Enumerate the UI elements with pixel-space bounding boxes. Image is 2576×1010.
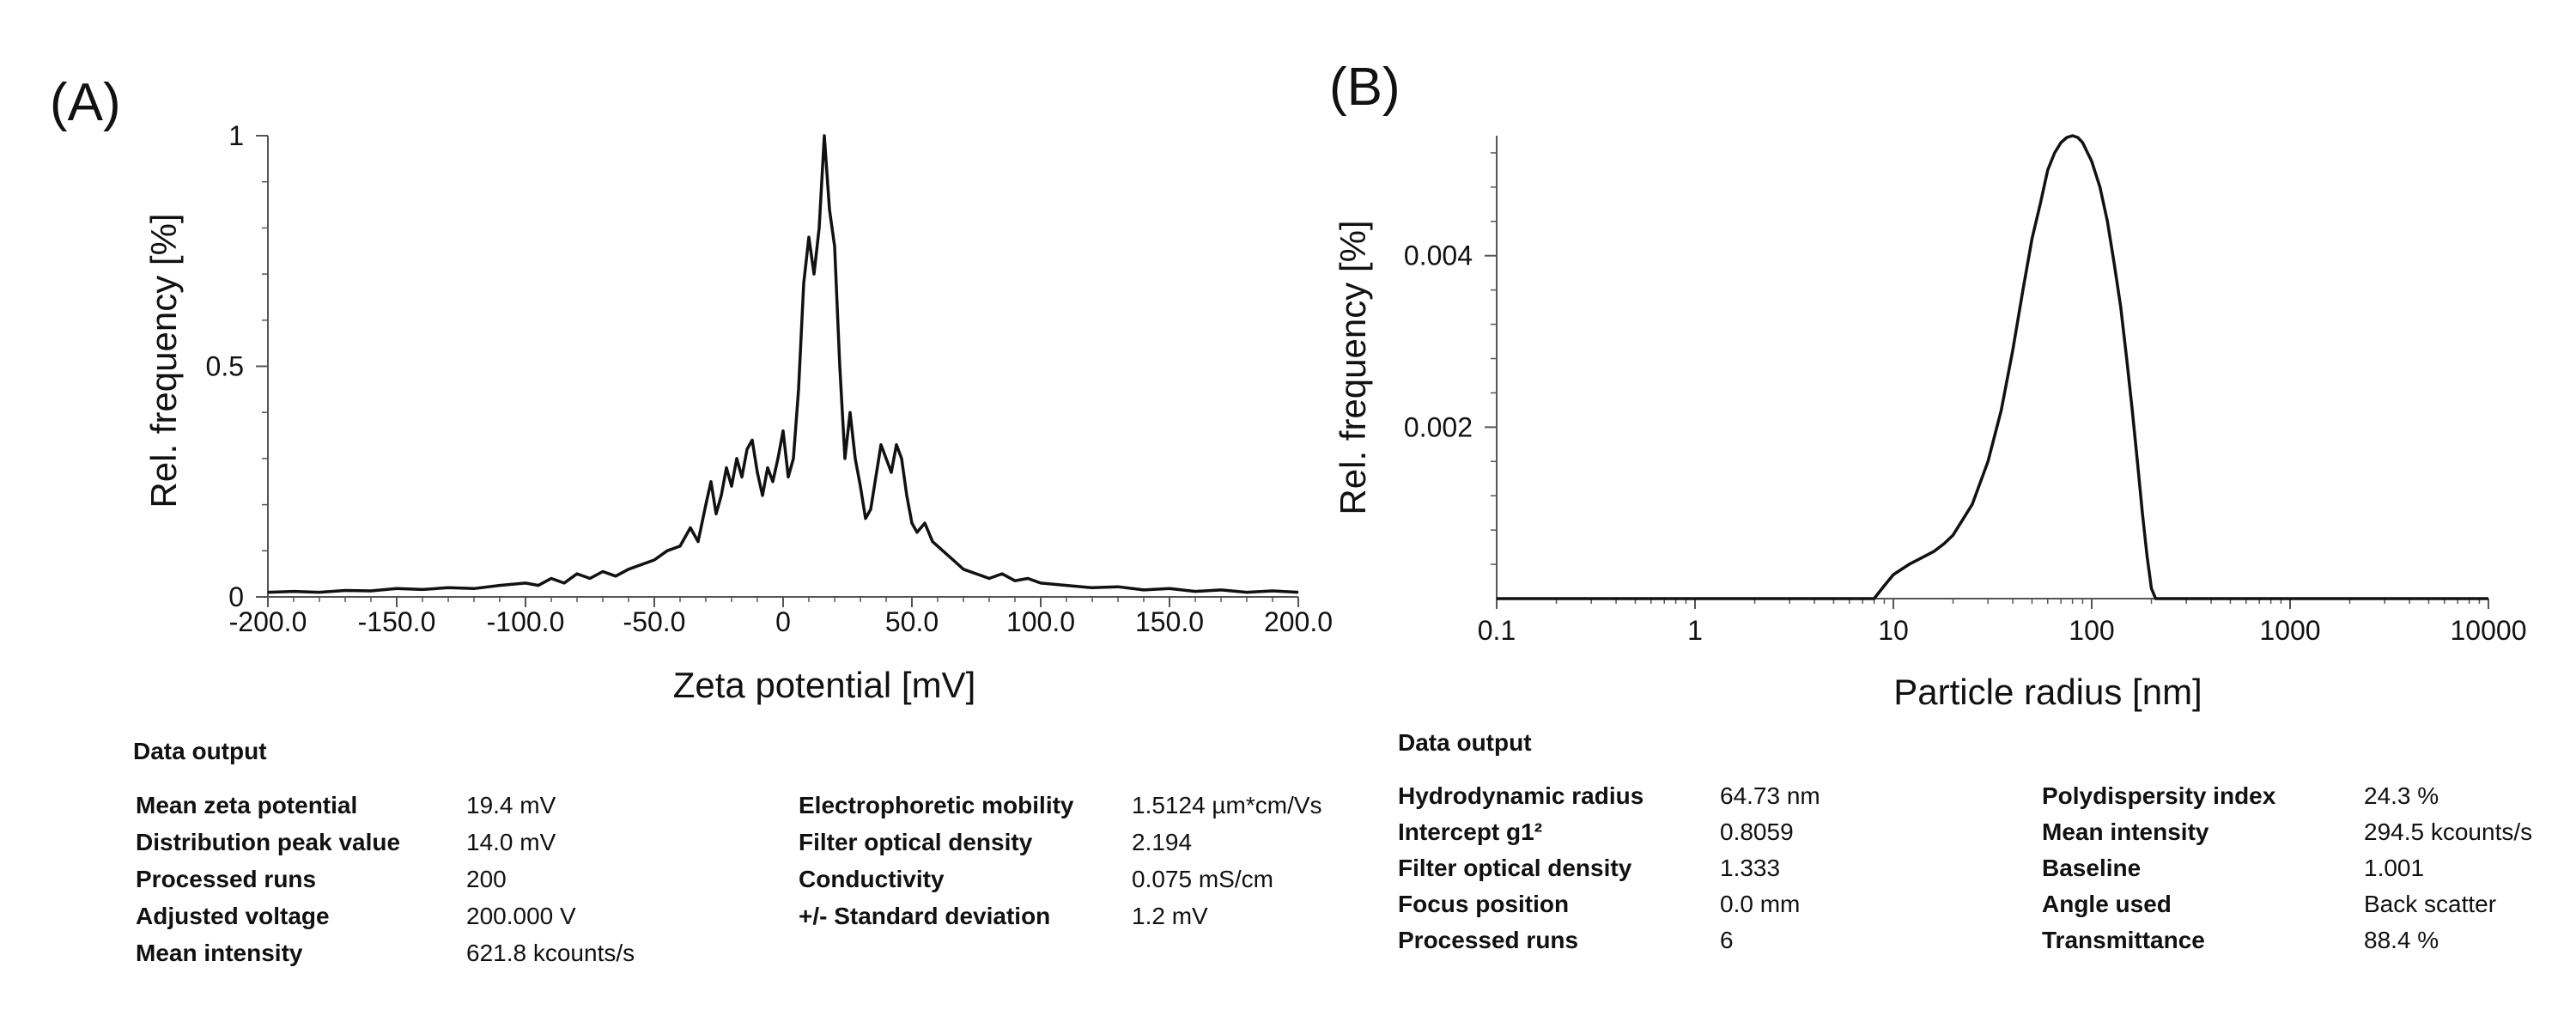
output-label: Mean intensity	[136, 940, 303, 966]
panel-a-x-tick-label: -100.0	[487, 606, 565, 637]
panel-b-x-tick-label: 1000	[2259, 615, 2320, 646]
panel-a-x-tick-label: 0	[775, 606, 791, 637]
panel-b-x-tick-label: 10	[1878, 615, 1909, 646]
output-value: 2.194	[1132, 829, 1192, 855]
output-label: Hydrodynamic radius	[1398, 782, 1643, 809]
output-value: 1.2 mV	[1132, 903, 1208, 929]
panel-a-y-tick-label: 0.5	[206, 351, 244, 382]
panel-a-x-tick-label: -50.0	[623, 606, 686, 637]
output-label: Angle used	[2042, 891, 2172, 917]
output-value: 0.075 mS/cm	[1132, 866, 1273, 892]
output-label: Adjusted voltage	[136, 903, 330, 929]
panel-b-y-axis-title: Rel. frequency [%]	[1333, 220, 1373, 514]
output-value: 0.8059	[1720, 818, 1794, 845]
output-value: 1.001	[2364, 855, 2424, 881]
panel-a-x-tick-label: 150.0	[1135, 606, 1204, 637]
output-label: +/- Standard deviation	[799, 903, 1050, 929]
panel-a-series-line	[267, 134, 1299, 594]
output-label: Baseline	[2042, 855, 2141, 881]
output-value: 14.0 mV	[466, 829, 556, 855]
output-value: Back scatter	[2364, 891, 2496, 917]
panel-b-x-tick-label: 1	[1687, 615, 1703, 646]
panel-a-output-heading: Data output	[133, 738, 267, 764]
panel-a-output-table: Mean zeta potential 19.4 mV Distribution…	[136, 792, 1322, 966]
output-value: 1.5124 µm*cm/Vs	[1132, 792, 1322, 818]
panel-b-label: (B)	[1329, 58, 1400, 117]
panel-a-label: (A)	[50, 73, 121, 132]
output-value: 294.5 kcounts/s	[2364, 818, 2532, 845]
output-label: Distribution peak value	[136, 829, 400, 855]
output-value: 621.8 kcounts/s	[466, 940, 635, 966]
particle-size-chart: Rel. frequency [%] Particle radius [nm] …	[1333, 134, 2527, 712]
panel-a-x-tick-label: 50.0	[885, 606, 939, 637]
panel-a-y-tick-label: 1	[228, 120, 244, 151]
panel-b-output-table: Hydrodynamic radius 64.73 nm Intercept g…	[1398, 782, 2532, 953]
panel-b-x-tick-label: 0.1	[1478, 615, 1516, 646]
output-label: Conductivity	[799, 866, 945, 892]
output-value: 64.73 nm	[1720, 782, 1820, 809]
output-label: Electrophoretic mobility	[799, 792, 1074, 818]
output-value: 24.3 %	[2364, 782, 2439, 809]
panel-b-y-tick-label: 0.004	[1404, 240, 1473, 271]
output-label: Transmittance	[2042, 927, 2205, 953]
panel-b-y-tick-label: 0.002	[1404, 411, 1473, 442]
output-label: Mean intensity	[2042, 818, 2209, 845]
output-label: Intercept g1²	[1398, 818, 1542, 845]
panel-a-x-tick-label: 100.0	[1006, 606, 1075, 637]
panel-b-x-tick-label: 10000	[2451, 615, 2527, 646]
panel-b-x-tick-label: 100	[2069, 615, 2114, 646]
panel-b-output-heading: Data output	[1398, 729, 1532, 756]
output-value: 19.4 mV	[466, 792, 556, 818]
output-value: 88.4 %	[2364, 927, 2439, 953]
output-label: Processed runs	[136, 866, 316, 892]
panel-a-x-tick-label: -150.0	[358, 606, 436, 637]
panel-a-x-tick-label: 200.0	[1264, 606, 1333, 637]
output-value: 0.0 mm	[1720, 891, 1800, 917]
panel-a-x-tick-label: -200.0	[229, 606, 307, 637]
output-value: 200	[466, 866, 507, 892]
panel-b-series-line	[1497, 134, 2488, 600]
output-label: Polydispersity index	[2042, 782, 2276, 809]
output-value: 6	[1720, 927, 1734, 953]
output-value: 200.000 V	[466, 903, 576, 929]
panel-a-x-axis-title: Zeta potential [mV]	[673, 665, 976, 705]
output-value: 1.333	[1720, 855, 1780, 881]
panel-a-y-axis-title: Rel. frequency [%]	[143, 213, 184, 508]
output-label: Focus position	[1398, 891, 1569, 917]
output-label: Filter optical density	[1398, 855, 1632, 881]
zeta-potential-chart: Rel. frequency [%] Zeta potential [mV] 0…	[143, 120, 1333, 705]
output-label: Processed runs	[1398, 927, 1578, 953]
output-label: Mean zeta potential	[136, 792, 357, 818]
panel-b-x-axis-title: Particle radius [nm]	[1893, 672, 2202, 712]
output-label: Filter optical density	[799, 829, 1033, 855]
panel-a-y-tick-label: 0	[228, 581, 244, 612]
